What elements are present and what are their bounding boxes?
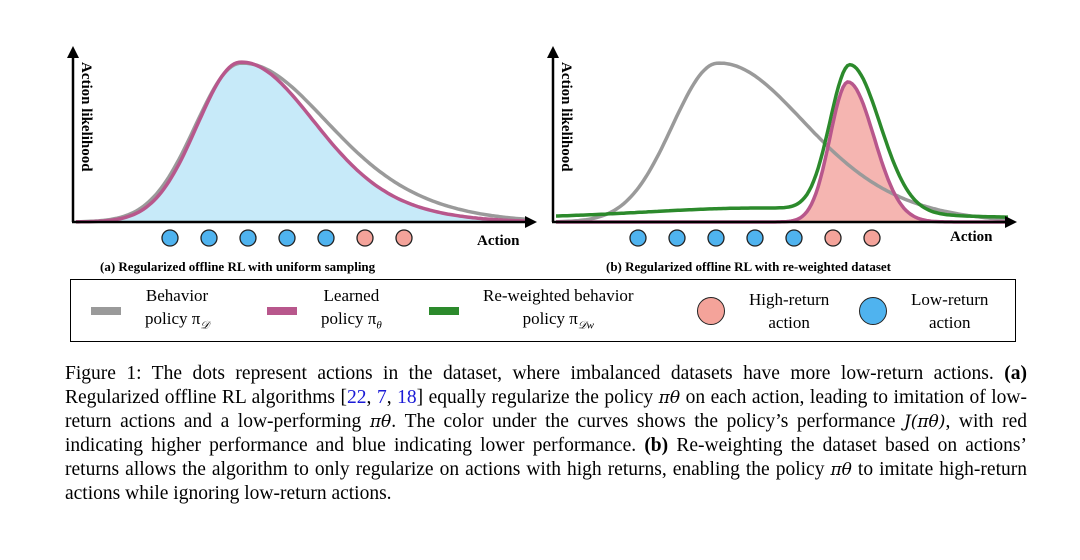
- panel-b-x-arrow: [1005, 216, 1017, 228]
- figure: Action likelihood Action (a) Regularized…: [67, 46, 1017, 342]
- caption-s3: ] equally regularize the policy: [416, 387, 659, 408]
- low-return-action-dot: [707, 229, 725, 247]
- panel-b-behavior-curve: [556, 61, 1009, 224]
- high-return-action-dot: [824, 229, 842, 247]
- legend-low-return-line2: action: [928, 312, 971, 332]
- caption-s1: Figure 1: The dots represent actions in …: [65, 363, 1005, 384]
- legend-learned-line2: policy π: [321, 308, 377, 328]
- caption-pi-theta-3: πθ: [830, 460, 852, 480]
- panel-b-learned-curve: [556, 80, 1008, 224]
- panel-b-reweighted-curve: [556, 62, 1008, 219]
- low-return-action-dot: [317, 229, 335, 247]
- caption-c2: ,: [386, 387, 398, 408]
- legend-behavior: Behavior policy π𝒟: [91, 280, 209, 341]
- caption-s5: . The color under the curves shows the p…: [391, 411, 904, 432]
- low-return-action-dot: [668, 229, 686, 247]
- low-return-action-dot: [278, 229, 296, 247]
- caption-pi-theta: πθ: [658, 388, 681, 408]
- caption-c1: ,: [366, 387, 377, 408]
- high-return-action-dot: [395, 229, 413, 247]
- panel-b-fill: [556, 82, 1008, 222]
- panel-a-behavior-curve: [75, 61, 529, 224]
- citation-link-18[interactable]: 18: [397, 387, 417, 408]
- legend-high-return: High-return action: [697, 280, 829, 341]
- legend-learned-swatch: [267, 306, 297, 315]
- legend-behavior-line2: policy π: [145, 308, 201, 328]
- caption-s7: Re-weighting the dataset based on action…: [65, 435, 1028, 480]
- panel-a-subcaption: (a) Regularized offline RL with uniform …: [100, 259, 376, 274]
- panel-a-learned-curve: [76, 60, 529, 224]
- panel-a: [67, 46, 537, 247]
- low-return-action-dot: [746, 229, 764, 247]
- panel-a-dots: [161, 229, 413, 247]
- low-return-action-dot: [161, 229, 179, 247]
- caption-a-label: (a): [1004, 363, 1027, 384]
- low-return-action-dot: [239, 229, 257, 247]
- caption-s6: , with red indicating higher performance…: [65, 411, 1027, 456]
- legend-low-return: Low-return action: [859, 280, 988, 341]
- legend-low-return-text: Low-return action: [911, 288, 988, 334]
- legend-high-return-text: High-return action: [749, 288, 829, 334]
- panel-b-dots: [629, 229, 881, 247]
- low-return-action-dot: [200, 229, 218, 247]
- legend-learned-text: Learned policy πθ: [321, 284, 382, 337]
- legend-low-return-dot: [859, 296, 887, 325]
- legend-low-return-line1: Low-return: [911, 289, 989, 309]
- figure-plots: [67, 46, 1017, 247]
- legend: Behavior policy π𝒟 Learned policy πθ Re-…: [70, 279, 1016, 342]
- panel-b-y-label: Action likelihood: [558, 62, 574, 172]
- caption-b-label: (b): [644, 435, 669, 456]
- panel-a-x-label: Action: [477, 233, 520, 249]
- legend-reweighted-sub: 𝒟w: [577, 319, 595, 332]
- legend-behavior-text: Behavior policy π𝒟: [145, 284, 209, 337]
- caption-s4: on each action, leading to imitation of …: [65, 387, 1027, 432]
- citation-link-7[interactable]: 7: [376, 387, 387, 408]
- caption-s8: to imitate high-return actions while ign…: [65, 459, 1027, 504]
- legend-behavior-line1: Behavior: [145, 285, 209, 305]
- caption-s2: Regularized offline RL algorithms [: [65, 387, 348, 408]
- legend-reweighted-swatch: [429, 306, 459, 315]
- legend-high-return-line2: action: [768, 312, 810, 332]
- panel-a-y-label: Action likelihood: [78, 62, 94, 172]
- panel-b-y-arrow: [547, 46, 559, 58]
- panel-a-x-arrow: [525, 216, 537, 228]
- legend-learned-line1: Learned: [323, 285, 380, 305]
- high-return-action-dot: [356, 229, 374, 247]
- legend-behavior-sub: 𝒟: [200, 319, 210, 332]
- legend-reweighted-line1: Re-weighted behavior: [483, 285, 634, 305]
- legend-reweighted-line2: policy π: [522, 308, 578, 328]
- high-return-action-dot: [863, 229, 881, 247]
- citation-link-22[interactable]: 22: [347, 387, 367, 408]
- panel-b-x-label: Action: [950, 229, 993, 245]
- panel-a-y-arrow: [67, 46, 79, 58]
- legend-high-return-dot: [697, 296, 725, 325]
- caption-performance: J(πθ): [903, 412, 946, 432]
- legend-learned: Learned policy πθ: [267, 280, 382, 341]
- legend-behavior-swatch: [91, 306, 121, 315]
- panel-b-subcaption: (b) Regularized offline RL with re-weigh…: [606, 259, 892, 274]
- caption-pi-theta-2: πθ: [369, 412, 392, 432]
- panel-b: [547, 46, 1017, 247]
- legend-learned-sub: θ: [376, 319, 382, 332]
- legend-reweighted-text: Re-weighted behavior policy π𝒟w: [483, 284, 634, 337]
- legend-reweighted: Re-weighted behavior policy π𝒟w: [429, 280, 634, 341]
- figure-caption: Figure 1: The dots represent actions in …: [65, 362, 1027, 506]
- panel-a-fill: [76, 62, 528, 222]
- legend-high-return-line1: High-return: [749, 289, 830, 309]
- low-return-action-dot: [785, 229, 803, 247]
- low-return-action-dot: [629, 229, 647, 247]
